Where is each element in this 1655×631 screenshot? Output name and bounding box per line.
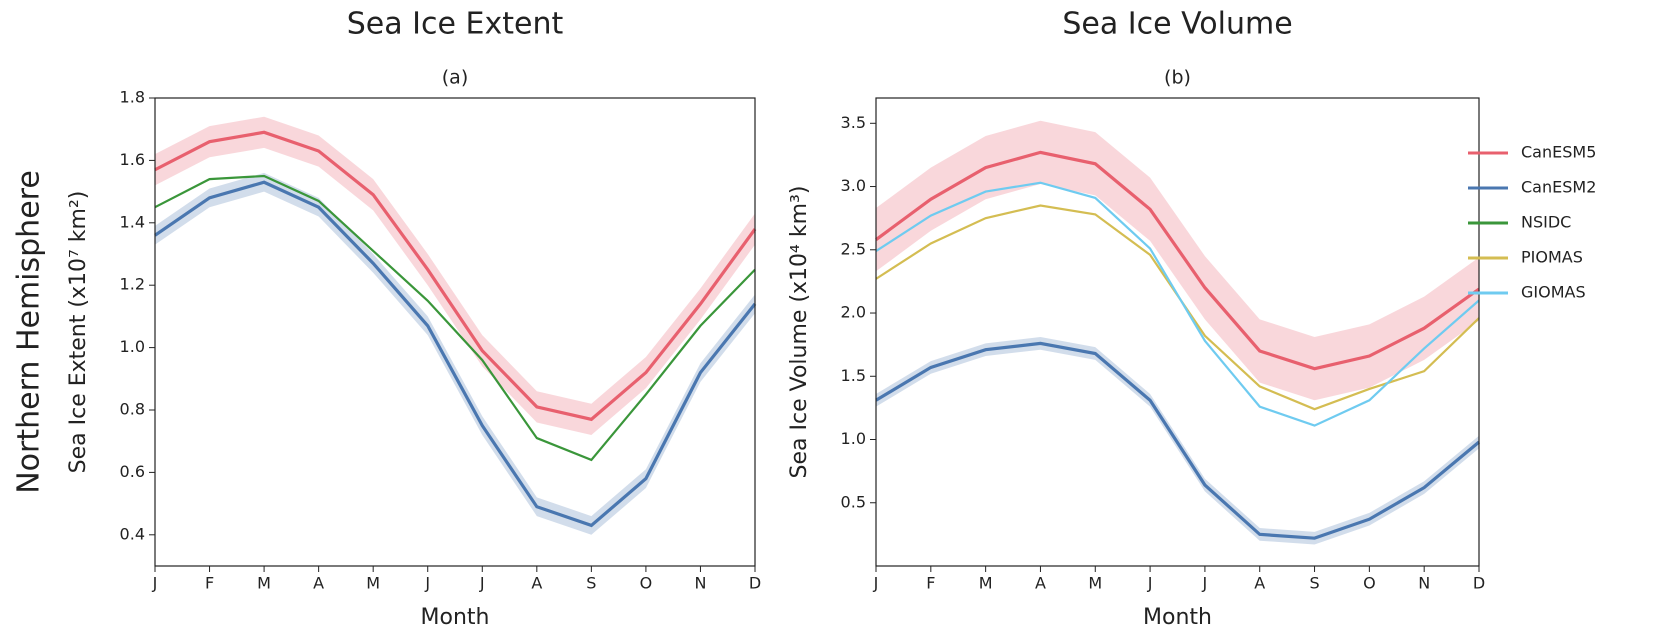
x-tick-label: S: [586, 574, 596, 593]
y-tick-label: 1.8: [120, 88, 145, 107]
chart-title: Sea Ice Extent: [347, 7, 564, 42]
y-tick-label: 1.6: [120, 150, 145, 169]
row-label: Northern Hemisphere: [12, 170, 47, 494]
y-axis-label: Sea Ice Extent (x10⁷ km²): [66, 191, 91, 474]
x-tick-label: J: [152, 574, 158, 593]
x-tick-label: O: [640, 574, 653, 593]
x-tick-label: O: [1363, 574, 1376, 593]
x-tick-label: M: [366, 574, 380, 593]
y-tick-label: 2.0: [841, 303, 866, 322]
y-tick-label: 0.5: [841, 492, 866, 511]
x-tick-label: J: [1202, 574, 1208, 593]
series-line: [154, 130, 757, 422]
plot-frame: [154, 97, 756, 567]
x-tick-label: A: [313, 574, 324, 593]
plot-frame: [875, 97, 1480, 567]
series-line: [875, 341, 1481, 540]
x-tick-label: M: [1088, 574, 1102, 593]
y-tick-label: 0.6: [120, 462, 145, 481]
legend-label: NSIDC: [1521, 213, 1571, 232]
y-tick-label: 1.2: [120, 275, 145, 294]
x-tick-label: M: [979, 574, 993, 593]
chart-subtitle: (b): [1164, 67, 1191, 89]
chart-subtitle: (a): [442, 67, 468, 89]
x-tick-label: F: [926, 574, 935, 593]
spread-band: [155, 116, 755, 435]
y-tick-label: 0.8: [120, 400, 145, 419]
y-axis-label: Sea Ice Volume (x10⁴ km³): [787, 186, 812, 479]
y-tick-label: 1.4: [120, 212, 145, 231]
x-tick-label: J: [1147, 574, 1153, 593]
x-tick-label: D: [749, 574, 761, 593]
x-tick-label: A: [1035, 574, 1046, 593]
legend-label: PIOMAS: [1521, 248, 1583, 267]
chart-title: Sea Ice Volume: [1062, 7, 1292, 42]
x-tick-label: J: [424, 574, 430, 593]
x-tick-label: D: [1473, 574, 1485, 593]
y-tick-label: 1.0: [120, 337, 145, 356]
x-tick-label: A: [531, 574, 542, 593]
x-axis-label: Month: [421, 605, 490, 630]
legend-label: GIOMAS: [1521, 283, 1586, 302]
series-line: [875, 181, 1480, 427]
y-tick-label: 3.0: [841, 176, 866, 195]
y-tick-label: 1.0: [841, 429, 866, 448]
legend-label: CanESM5: [1521, 143, 1596, 162]
x-tick-label: M: [257, 574, 271, 593]
series-line: [875, 150, 1480, 371]
series-line: [154, 180, 757, 528]
x-tick-label: F: [205, 574, 214, 593]
x-tick-label: N: [1418, 574, 1430, 593]
x-axis-label: Month: [1143, 605, 1212, 630]
spread-band: [876, 120, 1479, 401]
y-tick-label: 0.4: [120, 524, 145, 543]
x-tick-label: S: [1309, 574, 1319, 593]
y-tick-label: 1.5: [841, 366, 866, 385]
x-tick-label: J: [873, 574, 879, 593]
x-tick-label: N: [694, 574, 706, 593]
x-tick-label: J: [479, 574, 485, 593]
legend-label: CanESM2: [1521, 178, 1596, 197]
y-tick-label: 2.5: [841, 239, 866, 258]
series-line: [154, 174, 756, 462]
x-tick-label: A: [1254, 574, 1265, 593]
y-tick-label: 3.5: [841, 113, 866, 132]
